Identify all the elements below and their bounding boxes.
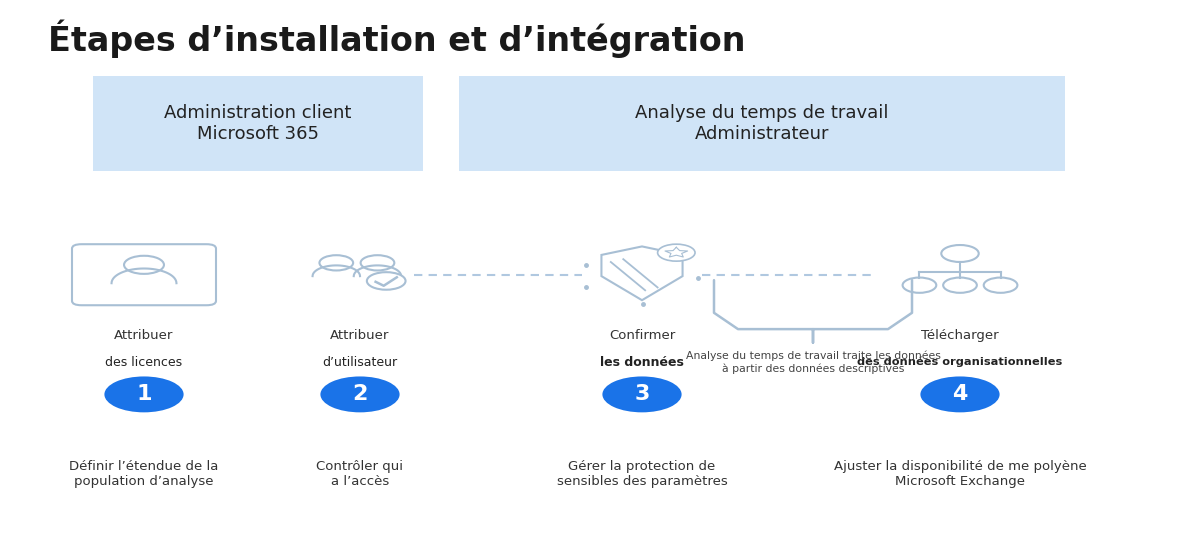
Circle shape [658,244,695,261]
Text: des données organisationnelles: des données organisationnelles [857,356,1063,367]
Text: Analyse du temps de travail
Administrateur: Analyse du temps de travail Administrate… [635,104,889,143]
Circle shape [320,376,400,412]
Text: Télécharger: Télécharger [922,329,998,342]
Text: les données: les données [600,356,684,369]
Circle shape [920,376,1000,412]
Text: 4: 4 [953,385,967,404]
Text: Contrôler qui
a l’accès: Contrôler qui a l’accès [317,460,403,487]
FancyBboxPatch shape [458,76,1066,171]
Text: 1: 1 [137,385,151,404]
Text: Étapes d’installation et d’intégration: Étapes d’installation et d’intégration [48,19,745,58]
Text: Attribuer: Attribuer [114,329,174,342]
Text: 3: 3 [635,385,649,404]
Text: Attribuer: Attribuer [330,329,390,342]
Text: Analyse du temps de travail traite les données
à partir des données descriptives: Analyse du temps de travail traite les d… [685,351,941,374]
Text: Administration client
Microsoft 365: Administration client Microsoft 365 [164,104,352,143]
Text: des licences: des licences [106,356,182,369]
Text: 2: 2 [353,385,367,404]
Text: Confirmer: Confirmer [608,329,676,342]
Text: Définir l’étendue de la
population d’analyse: Définir l’étendue de la population d’ana… [70,460,218,487]
Text: Ajuster la disponibilité de me polyène
Microsoft Exchange: Ajuster la disponibilité de me polyène M… [834,460,1086,487]
FancyBboxPatch shape [94,76,424,171]
Text: d’utilisateur: d’utilisateur [323,356,397,369]
Circle shape [367,272,406,290]
Circle shape [602,376,682,412]
Text: Gérer la protection de
sensibles des paramètres: Gérer la protection de sensibles des par… [557,460,727,487]
Circle shape [104,376,184,412]
